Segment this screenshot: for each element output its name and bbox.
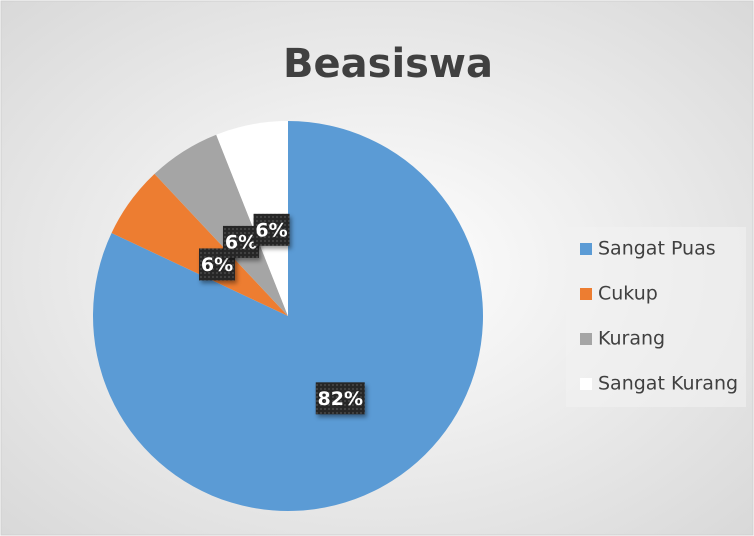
value-label-bg [315,382,365,415]
legend-label: Sangat Puas [598,238,716,260]
pie-slice [111,173,289,316]
value-label: 82% [318,388,363,410]
legend-swatch [580,378,592,390]
value-label: 6% [255,219,287,241]
legend-swatch [580,333,592,345]
legend-label: Sangat Kurang [598,373,738,395]
value-label: 6% [201,254,233,276]
legend-label: Cukup [598,283,658,305]
chart-title: Beasiswa [283,41,493,87]
legend-swatch [580,243,592,255]
value-label: 6% [225,231,257,253]
pie-slice [216,121,288,316]
value-label-bg [222,225,259,258]
value-label-bg [253,213,290,246]
legend-swatch [580,288,592,300]
legend-box [566,227,746,407]
pie-slice [154,134,288,316]
legend-label: Kurang [598,328,665,350]
